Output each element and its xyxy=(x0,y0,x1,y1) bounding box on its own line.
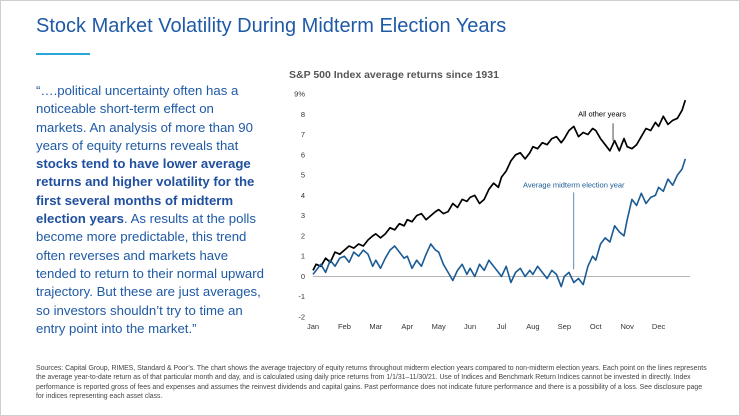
x-tick-label: May xyxy=(432,322,446,331)
quote-text-end: . As results at the polls become more pr… xyxy=(36,211,264,336)
y-tick-label: 3 xyxy=(301,211,305,220)
x-tick-label: Oct xyxy=(590,322,603,331)
page-title: Stock Market Volatility During Midterm E… xyxy=(36,15,507,37)
quote-block: “….political uncertainty often has a not… xyxy=(36,82,268,338)
x-tick-label: Aug xyxy=(526,322,539,331)
x-tick-label: Jun xyxy=(464,322,476,331)
sources-footnote: Sources: Capital Group, RIMES, Standard … xyxy=(36,365,707,401)
y-tick-label: 7 xyxy=(301,130,305,139)
chart-title: S&P 500 Index average returns since 1931 xyxy=(289,69,499,81)
y-tick-label: 0 xyxy=(301,272,305,281)
x-tick-label: Mar xyxy=(369,322,382,331)
title-underline xyxy=(36,53,90,55)
y-tick-label: -2 xyxy=(298,313,305,322)
y-tick-label: 9% xyxy=(294,90,305,99)
x-tick-label: Jan xyxy=(307,322,319,331)
series-line-all-other-years xyxy=(312,99,687,271)
y-tick-label: 8 xyxy=(301,110,305,119)
line-chart: 9% 8 7 6 5 4 3 2 1 0 -1 -2 Jan Feb Mar Apr May Jun Jul Aug… xyxy=(294,90,690,331)
y-tick-label: 2 xyxy=(301,231,305,240)
x-tick-label: Apr xyxy=(401,322,413,331)
x-tick-label: Sep xyxy=(558,322,571,331)
y-tick-label: 5 xyxy=(301,171,305,180)
y-tick-label: 1 xyxy=(301,252,305,261)
y-tick-label: 6 xyxy=(301,150,305,159)
series-line-midterm-years xyxy=(312,158,687,288)
quote-emphasis: stocks tend to have lower average return… xyxy=(36,156,255,227)
y-tick-label: 4 xyxy=(301,191,305,200)
x-tick-label: Feb xyxy=(338,322,351,331)
quote-text-start: “….political uncertainty often has a not… xyxy=(36,83,253,153)
annotation-label: Average midterm election year xyxy=(523,180,625,189)
annotation-label: All other years xyxy=(578,109,626,118)
y-tick-label: -1 xyxy=(298,292,305,301)
x-tick-label: Dec xyxy=(652,322,666,331)
x-tick-label: Jul xyxy=(497,322,507,331)
x-tick-label: Nov xyxy=(620,322,634,331)
